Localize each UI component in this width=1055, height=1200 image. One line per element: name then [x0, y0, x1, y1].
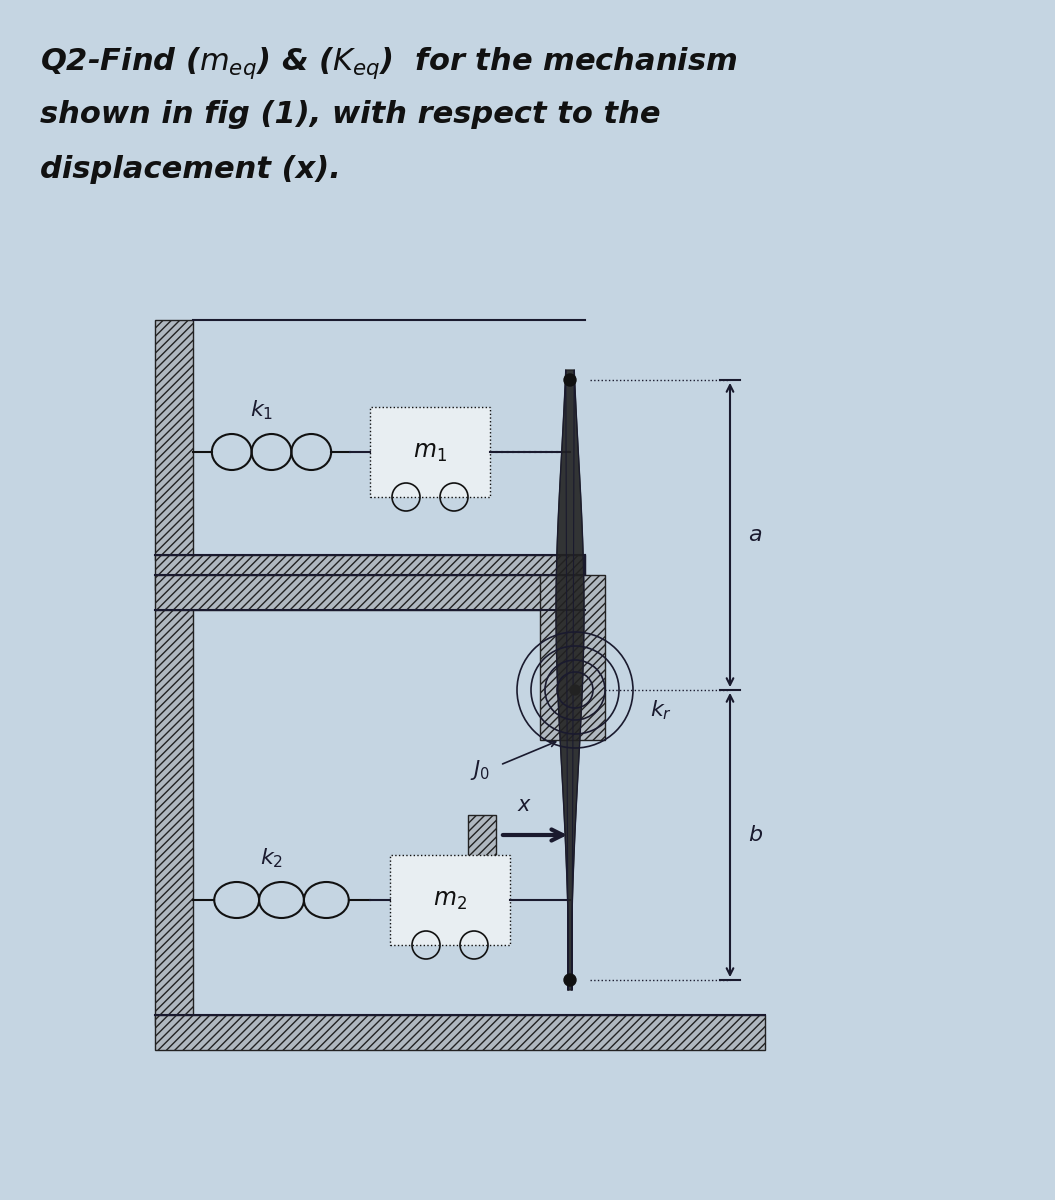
Bar: [155, 1015, 765, 1050]
Bar: [155, 320, 193, 560]
Text: $a$: $a$: [748, 526, 762, 545]
Polygon shape: [556, 370, 584, 990]
Bar: [468, 815, 496, 870]
Bar: [390, 854, 510, 946]
Text: $J_0$: $J_0$: [471, 758, 490, 782]
Text: $m_1$: $m_1$: [414, 440, 447, 464]
Bar: [370, 407, 490, 497]
Circle shape: [564, 974, 576, 986]
Text: $b$: $b$: [748, 826, 763, 845]
Circle shape: [570, 685, 580, 695]
Bar: [540, 575, 605, 740]
Text: shown in fig (1), with respect to the: shown in fig (1), with respect to the: [40, 100, 660, 128]
Text: displacement (x).: displacement (x).: [40, 155, 341, 184]
Bar: [155, 575, 586, 610]
Bar: [155, 610, 193, 1025]
Text: $m_2$: $m_2$: [433, 888, 467, 912]
Text: $k_2$: $k_2$: [260, 846, 283, 870]
Text: $k_1$: $k_1$: [250, 398, 273, 422]
Circle shape: [564, 374, 576, 386]
Text: $x$: $x$: [517, 794, 533, 815]
Bar: [155, 554, 586, 590]
Text: $k_r$: $k_r$: [650, 698, 672, 721]
Text: Q2-Find ($m_{eq}$) & ($K_{eq}$)  for the mechanism: Q2-Find ($m_{eq}$) & ($K_{eq}$) for the …: [40, 44, 737, 80]
